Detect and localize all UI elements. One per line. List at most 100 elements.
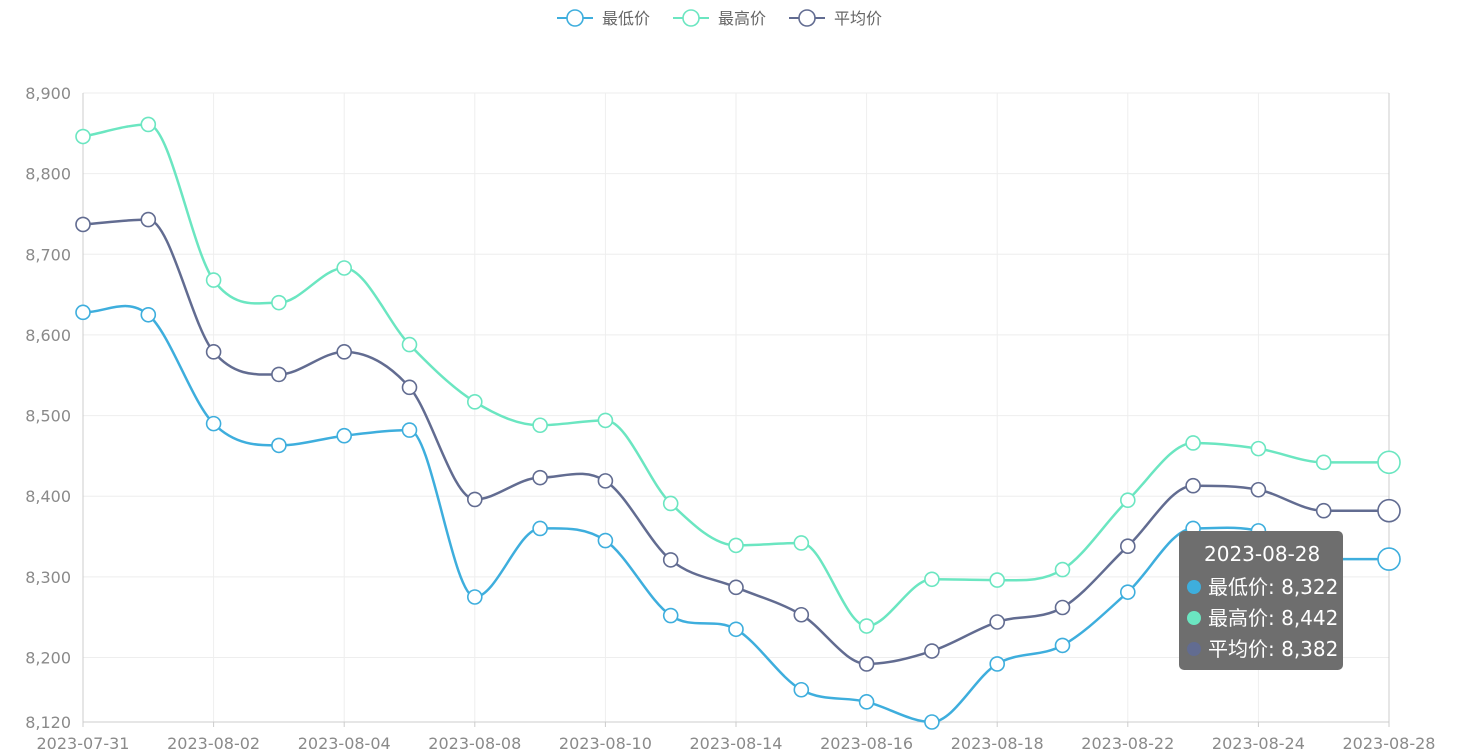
data-point[interactable] (336, 427, 353, 444)
data-point[interactable] (466, 394, 483, 410)
legend[interactable]: 最低价 最高价 平均价 (557, 9, 882, 28)
data-point[interactable] (466, 589, 483, 605)
data-point[interactable] (924, 643, 940, 659)
data-point[interactable] (858, 694, 875, 710)
data-point[interactable] (75, 216, 91, 233)
y-tick-label: 8,300 (25, 568, 71, 587)
data-point[interactable] (140, 211, 157, 228)
data-point[interactable] (1315, 502, 1332, 519)
data-point[interactable] (140, 116, 157, 133)
data-point[interactable] (1185, 435, 1201, 451)
data-point[interactable] (466, 491, 483, 508)
legend-item-2[interactable]: 最高价 (673, 9, 766, 28)
legend-circle-icon (682, 9, 700, 27)
data-point[interactable] (75, 128, 91, 145)
data-point[interactable] (1250, 481, 1267, 498)
x-tick-label: 2023-08-08 (428, 734, 521, 753)
data-point[interactable] (989, 614, 1006, 630)
x-tick-label: 2023-08-18 (951, 734, 1044, 753)
y-tick-label: 8,800 (25, 165, 71, 184)
x-tick-label: 2023-08-02 (167, 734, 260, 753)
data-point[interactable] (728, 621, 744, 638)
data-point[interactable] (989, 656, 1006, 672)
data-point[interactable] (271, 366, 287, 383)
data-point[interactable] (1054, 561, 1071, 578)
legend-item-3[interactable]: 平均价 (789, 9, 882, 28)
y-tick-label: 8,400 (25, 487, 71, 506)
x-tick-label: 2023-08-28 (1343, 734, 1436, 753)
data-point[interactable] (205, 272, 222, 288)
data-point[interactable] (1377, 450, 1401, 475)
data-point[interactable] (1120, 538, 1136, 555)
data-point[interactable] (662, 552, 679, 568)
data-point[interactable] (728, 537, 744, 554)
legend-circle-icon (798, 9, 816, 27)
data-point[interactable] (662, 495, 679, 512)
data-point[interactable] (924, 714, 940, 730)
data-point[interactable] (793, 681, 810, 698)
x-tick-label: 2023-08-04 (298, 734, 391, 753)
tooltip-row: 最低价: 8,322 (1208, 575, 1338, 599)
x-tick-label: 2023-08-24 (1212, 734, 1305, 753)
data-point[interactable] (1120, 584, 1136, 600)
axes: 8,120 8,200 8,300 8,400 8,500 8,600 8,700 8,800… (25, 84, 1435, 753)
data-point[interactable] (793, 606, 810, 623)
legend-label: 最低价 (602, 9, 650, 28)
y-tick-label: 8,900 (25, 84, 71, 103)
y-tick-label: 8,700 (25, 245, 71, 264)
tooltip: 2023-08-28 最低价: 8,322 最高价: 8,442 平均价: 8,382 (1179, 531, 1343, 670)
data-point[interactable] (662, 607, 679, 624)
data-point[interactable] (924, 571, 940, 588)
tooltip-marker-icon (1187, 580, 1201, 594)
data-point[interactable] (205, 415, 222, 432)
data-point[interactable] (1377, 498, 1401, 523)
data-point[interactable] (1054, 599, 1071, 616)
legend-item-1[interactable]: 最低价 (557, 9, 650, 28)
data-point[interactable] (597, 473, 614, 489)
data-point[interactable] (858, 656, 875, 672)
x-tick-label: 2023-08-16 (820, 734, 913, 753)
x-tick-label: 2023-08-14 (690, 734, 783, 753)
data-point[interactable] (793, 535, 810, 551)
data-point[interactable] (271, 294, 287, 311)
data-point[interactable] (1120, 492, 1136, 509)
data-point[interactable] (336, 260, 353, 276)
x-tick-label: 2023-08-10 (559, 734, 652, 753)
data-point[interactable] (858, 618, 875, 634)
data-point[interactable] (597, 532, 614, 549)
data-point[interactable] (271, 437, 287, 454)
y-tick-label: 8,200 (25, 648, 71, 667)
series-line-1 (82, 304, 1389, 724)
data-point[interactable] (1250, 440, 1267, 457)
data-point[interactable] (1315, 454, 1332, 471)
data-point[interactable] (1054, 637, 1071, 654)
data-point[interactable] (728, 579, 744, 596)
y-tick-label: 8,500 (25, 407, 71, 426)
x-tick-label: 2023-08-22 (1081, 734, 1174, 753)
tooltip-marker-icon (1187, 611, 1201, 625)
data-point[interactable] (989, 572, 1006, 588)
data-point[interactable] (1377, 547, 1401, 571)
data-point[interactable] (1185, 477, 1201, 494)
data-point[interactable] (75, 304, 91, 321)
x-tick-label: 2023-07-31 (37, 734, 130, 753)
data-point[interactable] (205, 344, 222, 360)
data-point[interactable] (401, 422, 418, 438)
tooltip-row: 最高价: 8,442 (1208, 606, 1338, 630)
legend-circle-icon (566, 9, 584, 27)
y-tick-label: 8,120 (25, 713, 71, 732)
tooltip-marker-icon (1187, 642, 1201, 656)
data-point[interactable] (597, 412, 614, 429)
data-point[interactable] (532, 469, 548, 486)
legend-label: 最高价 (718, 9, 766, 28)
data-point[interactable] (532, 520, 548, 537)
data-point[interactable] (336, 344, 353, 360)
data-point[interactable] (401, 336, 418, 353)
series (75, 116, 1401, 730)
tooltip-row: 平均价: 8,382 (1208, 637, 1338, 661)
y-tick-label: 8,600 (25, 326, 71, 345)
data-point[interactable] (140, 306, 157, 323)
data-point[interactable] (401, 379, 418, 396)
data-point[interactable] (532, 417, 548, 434)
